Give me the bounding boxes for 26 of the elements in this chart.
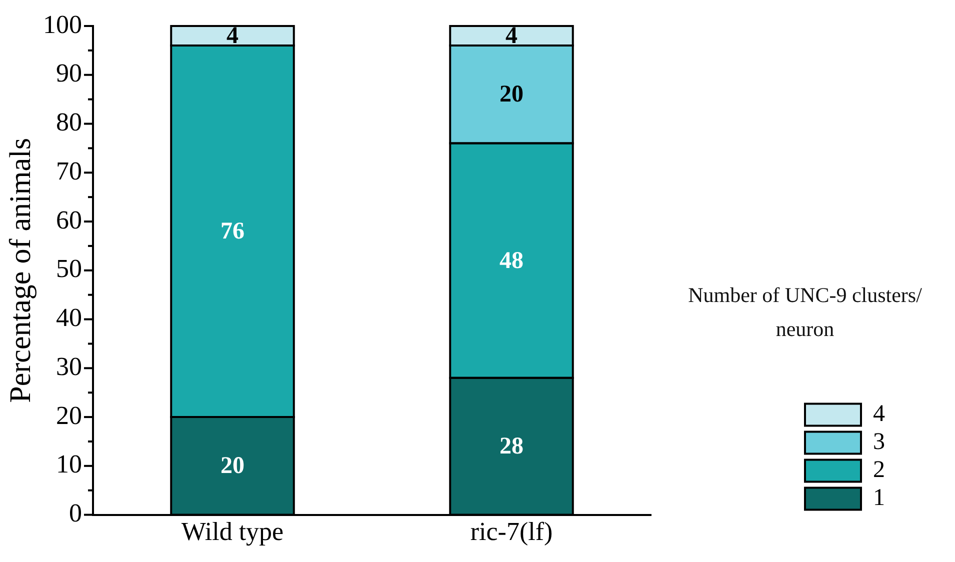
y-tick-label: 20 [56, 400, 82, 430]
y-axis-title: Percentage of animals [4, 138, 37, 403]
legend-label: 4 [873, 401, 885, 428]
y-tick-label: 60 [56, 205, 82, 234]
y-tick-label: 0 [69, 498, 82, 528]
legend-label: 2 [873, 457, 885, 484]
legend-label: 1 [873, 485, 885, 512]
data-label: 4 [226, 22, 238, 49]
y-tick-label: 90 [56, 58, 82, 88]
data-label: 4 [506, 22, 518, 49]
y-tick-label: 10 [56, 450, 82, 479]
legend-title: Number of UNC-9 clusters/ neuron [687, 282, 923, 343]
y-tick-label: 30 [56, 352, 82, 381]
legend-label: 3 [873, 429, 885, 456]
y-tick-label: 80 [56, 108, 82, 137]
data-label: 28 [500, 434, 524, 460]
data-label: 48 [500, 248, 524, 274]
y-tick-label: 70 [56, 156, 82, 186]
data-label: 76 [220, 218, 244, 244]
x-tick-label: ric-7(lf) [470, 517, 553, 546]
data-label: 20 [220, 453, 244, 480]
x-tick-label: Wild type [181, 517, 284, 546]
y-tick-label: 100 [43, 10, 82, 39]
y-tick-label: 40 [56, 303, 82, 332]
y-tick-label: 50 [56, 254, 82, 284]
data-label: 20 [500, 82, 524, 108]
